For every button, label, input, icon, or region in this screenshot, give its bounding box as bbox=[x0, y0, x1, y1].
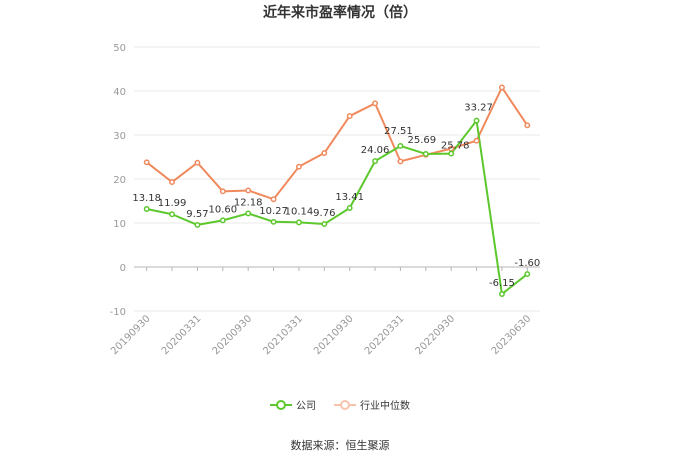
company-data-label: 33.27 bbox=[464, 103, 493, 114]
industry-median-series-line bbox=[146, 86, 529, 201]
x-tick-label: 20210930 bbox=[312, 313, 356, 357]
industry-median-data-point bbox=[143, 159, 150, 166]
industry-median-data-point bbox=[194, 159, 201, 166]
company-series-line bbox=[146, 119, 528, 296]
x-tick-label: 20200331 bbox=[160, 313, 204, 357]
industry-median-data-point bbox=[245, 187, 252, 194]
company-data-point bbox=[448, 150, 455, 157]
x-axis: 20190930 20200331 20200930 20210331 20210930… bbox=[109, 267, 533, 357]
industry-median-data-point bbox=[346, 113, 353, 120]
industry-median-data-point bbox=[295, 163, 302, 170]
company-data-label: 25.78 bbox=[441, 141, 470, 152]
company-data-point bbox=[245, 210, 252, 217]
industry-median-data-point bbox=[524, 122, 531, 129]
company-data-point bbox=[498, 291, 505, 298]
industry-median-data-point bbox=[219, 188, 226, 195]
company-data-label: 27.51 bbox=[384, 126, 413, 137]
company-data-point bbox=[143, 206, 150, 212]
company-data-label: -6.15 bbox=[489, 278, 515, 289]
x-tick-label: 20210331 bbox=[261, 313, 305, 357]
industry-median-data-point bbox=[498, 84, 505, 91]
industry-median-data-point bbox=[372, 100, 379, 107]
y-tick-label: 20 bbox=[113, 175, 126, 186]
company-data-label: 25.69 bbox=[407, 135, 436, 146]
company-data-point bbox=[397, 143, 404, 149]
company-data-point bbox=[346, 205, 353, 211]
series-points bbox=[143, 84, 531, 298]
company-data-point bbox=[422, 151, 429, 157]
company-data-point bbox=[321, 221, 328, 228]
company-data-point bbox=[473, 117, 480, 124]
legend: 公司 行业中位数 bbox=[0, 397, 680, 412]
y-tick-label: 10 bbox=[113, 219, 126, 230]
legend-swatch-industry-median bbox=[334, 399, 356, 411]
grid-lines bbox=[134, 46, 540, 312]
chart-title: 近年来市盈率情况（倍） bbox=[263, 5, 417, 21]
y-tick-label: -10 bbox=[110, 307, 126, 318]
company-data-label: 9.57 bbox=[186, 209, 208, 220]
company-data-label: -1.60 bbox=[514, 258, 540, 269]
industry-median-data-point bbox=[473, 137, 480, 144]
company-data-label: 10.60 bbox=[208, 204, 237, 215]
x-tick-label: 20190930 bbox=[109, 313, 153, 357]
company-data-label: 13.18 bbox=[132, 193, 161, 204]
y-tick-label: 0 bbox=[120, 263, 126, 274]
x-tick-label: 20220930 bbox=[414, 313, 458, 357]
company-data-label: 11.99 bbox=[158, 198, 187, 209]
series-lines bbox=[146, 86, 529, 296]
y-tick-label: 50 bbox=[113, 43, 126, 54]
industry-median-data-point bbox=[397, 158, 404, 165]
company-data-label: 12.18 bbox=[234, 197, 263, 208]
x-tick-label: 20200930 bbox=[211, 313, 255, 357]
y-tick-label: 40 bbox=[113, 87, 126, 98]
company-data-label: 13.41 bbox=[335, 192, 364, 203]
company-data-point bbox=[194, 221, 201, 228]
data-source: 数据来源：恒生聚源 bbox=[290, 439, 390, 452]
industry-median-data-point bbox=[321, 150, 328, 156]
company-data-label: 9.76 bbox=[313, 208, 335, 219]
company-data-point bbox=[524, 271, 531, 277]
company-data-label: 24.06 bbox=[361, 145, 390, 156]
legend-item-industry-median[interactable]: 行业中位数 bbox=[334, 397, 410, 412]
x-tick-label: 20230630 bbox=[490, 313, 534, 357]
company-data-point bbox=[295, 219, 302, 226]
industry-median-data-point bbox=[270, 196, 277, 203]
company-data-label: 10.27 bbox=[259, 206, 288, 217]
company-data-point bbox=[270, 218, 277, 225]
company-data-point bbox=[169, 211, 176, 218]
company-data-label: 10.14 bbox=[285, 206, 314, 217]
y-tick-label: 30 bbox=[113, 131, 126, 142]
x-tick-label: 20220331 bbox=[363, 313, 407, 357]
legend-label-industry-median: 行业中位数 bbox=[360, 401, 410, 412]
company-data-point bbox=[372, 158, 379, 165]
industry-median-data-point bbox=[169, 179, 176, 186]
legend-label-company: 公司 bbox=[296, 401, 316, 412]
legend-item-company[interactable]: 公司 bbox=[270, 397, 316, 412]
company-data-point bbox=[219, 217, 226, 224]
y-axis: -10 0 10 20 30 40 50 bbox=[110, 43, 126, 318]
legend-swatch-company bbox=[270, 399, 292, 411]
